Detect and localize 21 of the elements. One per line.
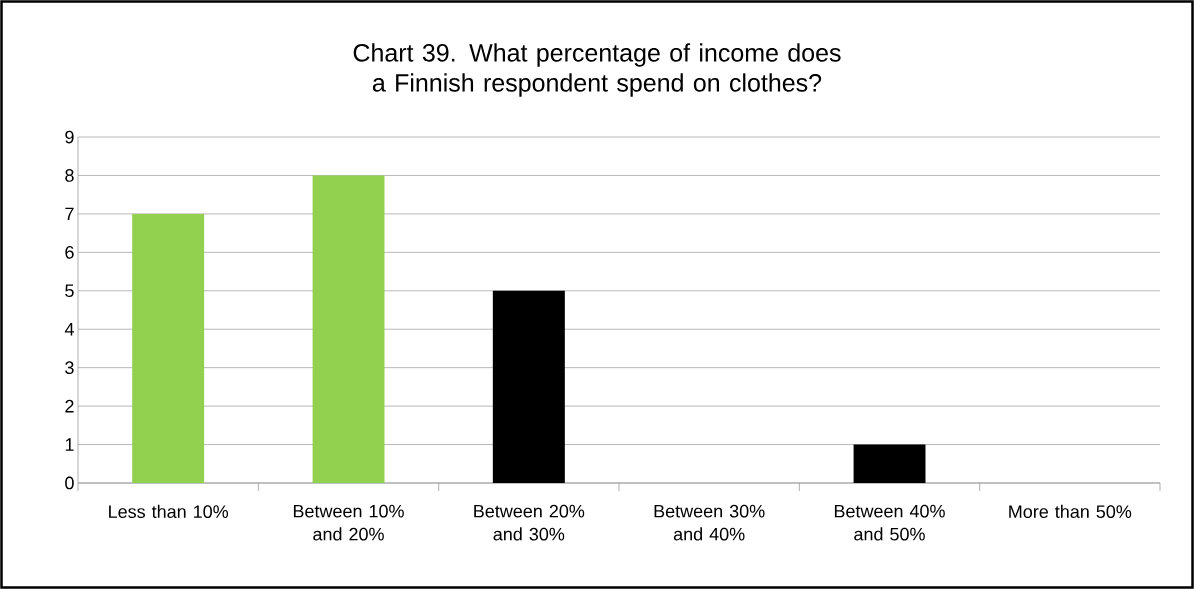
y-tick-label: 5 (65, 284, 74, 298)
x-tick-label: Between 20% and 30% (474, 504, 585, 541)
x-tick-label: Between 40% and 50% (834, 504, 945, 541)
y-tick-label: 4 (64, 323, 74, 336)
y-tick-label: 9 (65, 130, 74, 144)
y-tick-label: 1 (65, 438, 74, 451)
bar (312, 175, 385, 483)
y-tick-label: 8 (65, 169, 74, 182)
x-tick-label: Less than 10% (109, 504, 229, 519)
bar (853, 444, 926, 483)
x-tick-label: Between 30% and 40% (654, 504, 765, 541)
bar (132, 213, 205, 483)
chart-title: Chart 39. What percentage of income does a Finnish respondent spend on clothes? (353, 43, 841, 97)
x-tick-label: Between 10% and 20% (293, 504, 404, 541)
bar (492, 290, 565, 483)
y-tick-label: 3 (65, 361, 74, 375)
x-tick-label: More than 50% (1009, 504, 1132, 519)
y-tick-label: 0 (65, 476, 74, 490)
y-tick-label: 2 (65, 399, 74, 413)
y-tick-label: 6 (65, 245, 74, 259)
y-tick-label: 7 (65, 207, 74, 221)
